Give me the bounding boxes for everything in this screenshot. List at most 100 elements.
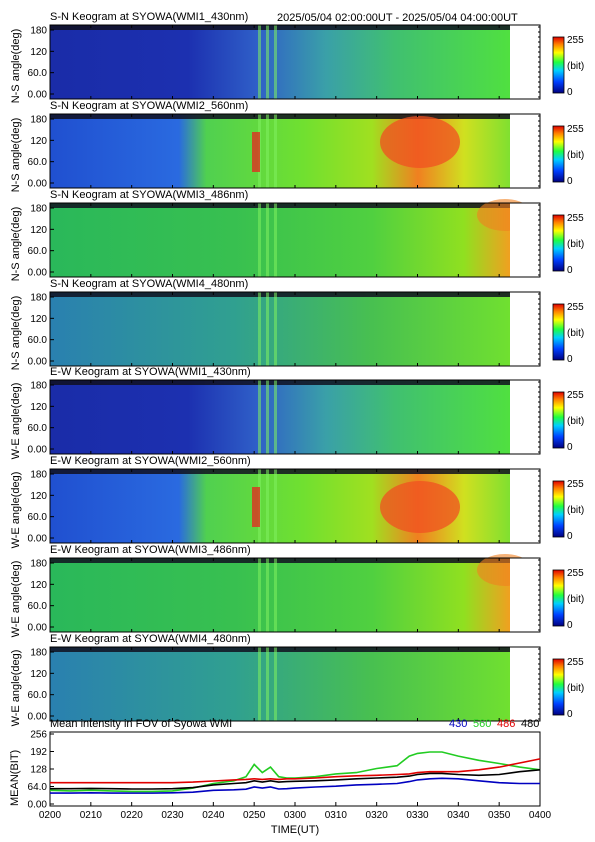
no-data-region xyxy=(510,25,540,99)
keogram-streak xyxy=(258,647,261,721)
line-ytick-label: 128 xyxy=(30,765,47,776)
line-chart-title: Mean intensity in FOV of Syowa WMI xyxy=(50,718,232,730)
colorbar xyxy=(552,303,565,361)
panel-ytick-label: 180 xyxy=(30,26,47,37)
line-plot-frame xyxy=(49,731,541,807)
no-data-region xyxy=(510,469,540,543)
keogram-streak xyxy=(274,469,277,543)
keogram-top-band xyxy=(50,114,510,119)
keogram-streak xyxy=(274,203,277,277)
keogram-image xyxy=(50,647,510,721)
keogram-streak xyxy=(274,558,277,632)
panel-ytick-label: 60.0 xyxy=(28,335,48,346)
series-line-480 xyxy=(50,769,541,790)
keogram-panels: S-N Keogram at SYOWA(WMI1_430nm)18012060… xyxy=(10,11,584,726)
panel-ytick-label: 180 xyxy=(30,115,47,126)
legend: 430 560 486 480 xyxy=(449,718,539,730)
keogram-top-band xyxy=(50,292,510,297)
colorbar-max-label: 255 xyxy=(567,302,584,313)
panel-ytick-label: 0.00 xyxy=(28,357,48,368)
keogram-image xyxy=(50,292,510,366)
keogram-panel: E-W Keogram at SYOWA(WMI2_560nm)180 120 60… xyxy=(10,455,584,548)
colorbar-min-label: 0 xyxy=(567,531,573,542)
colorbar-min-label: 0 xyxy=(567,442,573,453)
keogram-streak xyxy=(274,292,277,366)
colorbar-min-label: 0 xyxy=(567,354,573,365)
panel-ytick-label: 180 xyxy=(30,293,47,304)
keogram-streak xyxy=(266,25,269,99)
panel-ytick-label: 120 xyxy=(30,402,47,413)
no-data-region xyxy=(510,558,540,632)
keogram-top-band xyxy=(50,558,510,563)
no-data-region xyxy=(510,203,540,277)
panel-ytick-label: 60.0 xyxy=(28,601,48,612)
line-ytick-label: 256 xyxy=(30,730,47,741)
no-data-region xyxy=(510,114,540,188)
line-xtick-label: 0250 xyxy=(243,810,266,821)
keogram-panel: S-N Keogram at SYOWA(WMI1_430nm)180 120 60… xyxy=(10,11,584,103)
panel-ylabel: N-S angle(deg) xyxy=(10,118,22,193)
panel-ytick-label: 180 xyxy=(30,559,47,570)
line-ytick-label: 64.0 xyxy=(28,782,48,793)
keogram-streak xyxy=(266,647,269,721)
series-line-486 xyxy=(50,758,541,784)
panel-ytick-label: 120 xyxy=(30,225,47,236)
keogram-streak xyxy=(266,469,269,543)
colorbar-unit-label: (bit) xyxy=(567,505,584,516)
panel-ytick-label: 120 xyxy=(30,491,47,502)
keogram-top-band xyxy=(50,647,510,652)
panel-title: S-N Keogram at SYOWA(WMI3_486nm) xyxy=(50,189,248,201)
no-data-region xyxy=(510,292,540,366)
line-xtick-label: 0210 xyxy=(80,810,103,821)
keogram-panel: E-W Keogram at SYOWA(WMI3_486nm)180 120 60… xyxy=(10,544,584,637)
colorbar-unit-label: (bit) xyxy=(567,683,584,694)
colorbar xyxy=(552,214,565,272)
panel-title: S-N Keogram at SYOWA(WMI1_430nm) xyxy=(50,11,248,23)
panel-ytick-label: 0.00 xyxy=(28,268,48,279)
line-xtick-label: 0320 xyxy=(366,810,389,821)
keogram-streak xyxy=(266,292,269,366)
colorbar-unit-label: (bit) xyxy=(567,61,584,72)
panel-ytick-label: 180 xyxy=(30,648,47,659)
colorbar-max-label: 255 xyxy=(567,390,584,401)
keogram-streak xyxy=(258,203,261,277)
keogram-panel: S-N Keogram at SYOWA(WMI3_486nm)180 120 60… xyxy=(10,189,584,281)
keogram-top-band xyxy=(50,469,510,474)
panel-ytick-label: 180 xyxy=(30,204,47,215)
line-xtick-label: 0200 xyxy=(39,810,62,821)
keogram-top-band xyxy=(50,25,510,30)
legend-entry-480: 480 xyxy=(521,718,539,730)
line-xtick-label: 0340 xyxy=(447,810,470,821)
keogram-streak xyxy=(274,647,277,721)
keogram-image xyxy=(50,380,510,454)
panel-ylabel: W-E angle(deg) xyxy=(10,561,22,638)
colorbar-unit-label: (bit) xyxy=(567,150,584,161)
series-line-430 xyxy=(50,777,540,794)
panel-ytick-label: 0.00 xyxy=(28,90,48,101)
line-xtick-label: 0230 xyxy=(161,810,184,821)
panel-ytick-label: 60.0 xyxy=(28,423,48,434)
line-xtick-label: 0240 xyxy=(202,810,225,821)
keogram-streak xyxy=(258,380,261,454)
panel-ytick-label: 120 xyxy=(30,47,47,58)
colorbar-unit-label: (bit) xyxy=(567,239,584,250)
y-axis-label: MEAN(BIT) xyxy=(9,750,21,806)
auroral-patch xyxy=(380,481,460,533)
colorbar-max-label: 255 xyxy=(567,124,584,135)
colorbar-min-label: 0 xyxy=(567,176,573,187)
keogram-streak xyxy=(266,203,269,277)
panel-ytick-label: 180 xyxy=(30,470,47,481)
panel-ytick-label: 60.0 xyxy=(28,157,48,168)
panel-ytick-label: 60.0 xyxy=(28,690,48,701)
panel-ytick-label: 60.0 xyxy=(28,68,48,79)
panel-ytick-label: 0.00 xyxy=(28,712,48,723)
keogram-streak xyxy=(274,25,277,99)
colorbar-min-label: 0 xyxy=(567,709,573,720)
legend-entry-560: 560 xyxy=(473,718,491,730)
mean-intensity-chart: Mean intensity in FOV of Syowa WMI 430 56… xyxy=(9,718,552,836)
colorbar xyxy=(552,658,565,716)
keogram-streak xyxy=(258,292,261,366)
panel-title: S-N Keogram at SYOWA(WMI2_560nm) xyxy=(50,100,248,112)
time-range-label: 2025/05/04 02:00:00UT - 2025/05/04 04:00… xyxy=(277,12,518,24)
panel-title: E-W Keogram at SYOWA(WMI1_430nm) xyxy=(50,366,251,378)
